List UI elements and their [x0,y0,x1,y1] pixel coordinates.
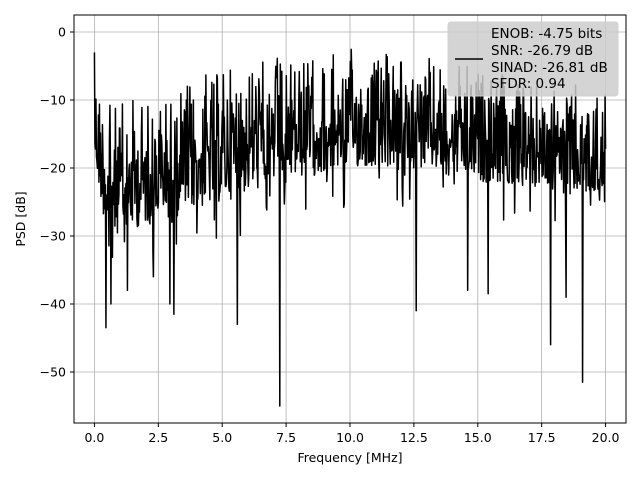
legend-box [447,21,619,97]
y-tick-label: −20 [40,161,66,176]
x-tick-label: 2.5 [148,430,168,445]
x-tick-label: 12.5 [400,430,428,445]
legend-entry-snr: SNR: -26.79 dB [491,43,593,59]
y-tick-label: 0 [58,25,66,40]
y-tick-label: −40 [40,297,66,312]
legend-entry-enob: ENOB: -4.75 bits [491,26,602,42]
y-axis-ticks: 0 −10 −20 −30 −40 −50 [40,25,74,380]
legend-entry-sfdr: SFDR: 0.94 [491,76,566,92]
y-axis-label: PSD [dB] [13,191,28,246]
y-tick-label: −50 [40,365,66,380]
x-tick-label: 17.5 [528,430,556,445]
x-tick-label: 7.5 [276,430,296,445]
legend-entry-sinad: SINAD: -26.81 dB [491,60,608,76]
x-tick-label: 10.0 [336,430,364,445]
y-tick-label: −30 [40,229,66,244]
y-tick-label: −10 [40,93,66,108]
x-tick-label: 15.0 [464,430,492,445]
x-axis-label: Frequency [MHz] [297,450,402,465]
x-tick-label: 5.0 [212,430,232,445]
x-tick-label: 0.0 [84,430,104,445]
x-axis-ticks: 0.0 2.5 5.0 7.5 10.0 12.5 15.0 17.5 20.0 [84,423,620,445]
psd-series-line [93,48,607,407]
legend: ENOB: -4.75 bits SNR: -26.79 dB SINAD: -… [447,21,619,97]
x-tick-label: 20.0 [592,430,620,445]
